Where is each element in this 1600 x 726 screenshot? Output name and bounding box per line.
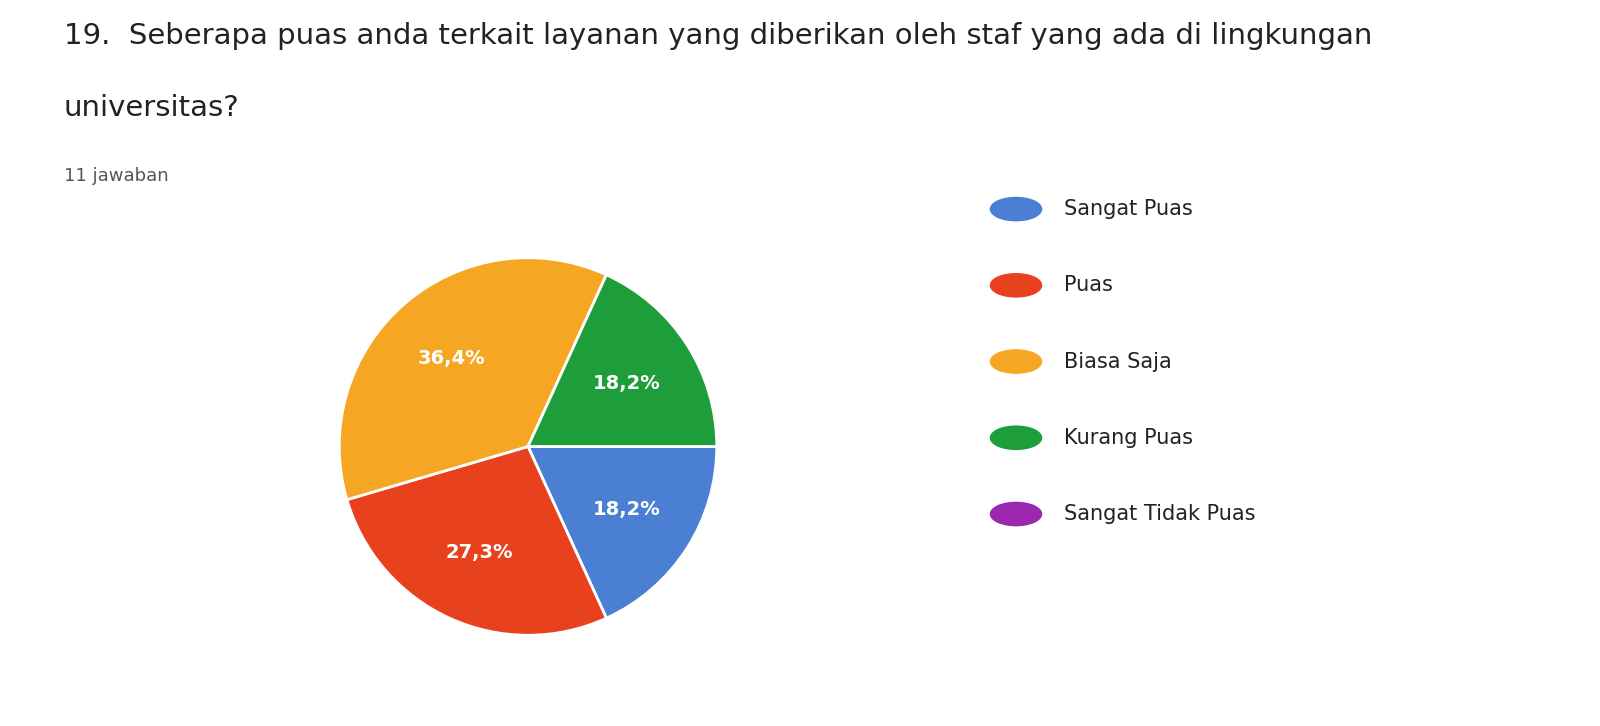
Text: Sangat Puas: Sangat Puas	[1064, 199, 1192, 219]
Wedge shape	[528, 274, 717, 446]
Text: 11 jawaban: 11 jawaban	[64, 167, 168, 185]
Text: universitas?: universitas?	[64, 94, 240, 123]
Text: Kurang Puas: Kurang Puas	[1064, 428, 1194, 448]
Wedge shape	[347, 446, 606, 635]
Text: Biasa Saja: Biasa Saja	[1064, 351, 1171, 372]
Text: Sangat Tidak Puas: Sangat Tidak Puas	[1064, 504, 1256, 524]
Text: 18,2%: 18,2%	[592, 374, 661, 393]
Text: Puas: Puas	[1064, 275, 1114, 295]
Text: 36,4%: 36,4%	[418, 348, 485, 367]
Text: 27,3%: 27,3%	[446, 544, 514, 563]
Text: 18,2%: 18,2%	[592, 500, 661, 519]
Wedge shape	[528, 446, 717, 619]
Text: 19.  Seberapa puas anda terkait layanan yang diberikan oleh staf yang ada di lin: 19. Seberapa puas anda terkait layanan y…	[64, 22, 1373, 50]
Wedge shape	[339, 258, 606, 499]
